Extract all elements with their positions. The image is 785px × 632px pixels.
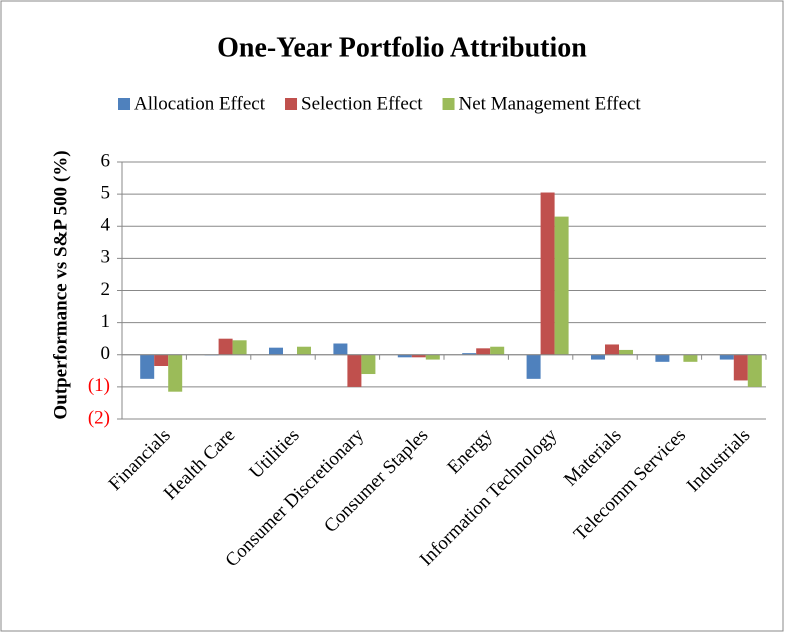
- bar: [154, 354, 169, 366]
- legend-label: Net Management Effect: [459, 93, 642, 114]
- bar: [333, 343, 348, 355]
- bar: [425, 354, 440, 360]
- legend-swatch: [442, 98, 455, 110]
- y-tick-label: 0: [101, 343, 111, 364]
- y-tick-label: 5: [101, 182, 111, 203]
- chart-title: One-Year Portfolio Attribution: [217, 32, 587, 63]
- bar: [269, 347, 283, 355]
- bar: [554, 216, 569, 355]
- bar: [526, 354, 541, 379]
- bar: [297, 346, 311, 355]
- bar: [168, 354, 183, 392]
- bar: [462, 353, 477, 355]
- y-axis-label: Outperformance vs S&P 500 (%): [50, 150, 71, 419]
- y-tick-label: 4: [101, 215, 111, 236]
- y-tick-label: (2): [88, 407, 110, 428]
- y-tick-label: 1: [101, 311, 111, 332]
- bar: [490, 346, 505, 355]
- bar: [540, 192, 555, 355]
- bar: [397, 354, 412, 358]
- bar: [347, 354, 362, 387]
- bar: [476, 348, 491, 355]
- legend-swatch: [118, 98, 130, 110]
- bar: [619, 349, 633, 355]
- bar: [747, 354, 762, 387]
- y-tick-label: 2: [101, 279, 111, 300]
- y-tick-label: 6: [101, 150, 111, 171]
- bar: [683, 354, 698, 362]
- legend-label: Allocation Effect: [134, 93, 266, 114]
- legend-swatch: [285, 98, 298, 110]
- bar: [218, 338, 233, 355]
- bar: [361, 354, 376, 375]
- bar: [591, 354, 605, 360]
- bar: [655, 354, 670, 362]
- y-tick-label: 3: [101, 247, 111, 268]
- bar: [719, 354, 734, 360]
- bar: [605, 344, 619, 355]
- bar: [733, 354, 748, 381]
- bar: [411, 354, 426, 358]
- bar: [232, 340, 247, 355]
- y-tick-label: (1): [88, 375, 110, 396]
- legend-label: Selection Effect: [301, 93, 423, 114]
- bar: [140, 354, 155, 379]
